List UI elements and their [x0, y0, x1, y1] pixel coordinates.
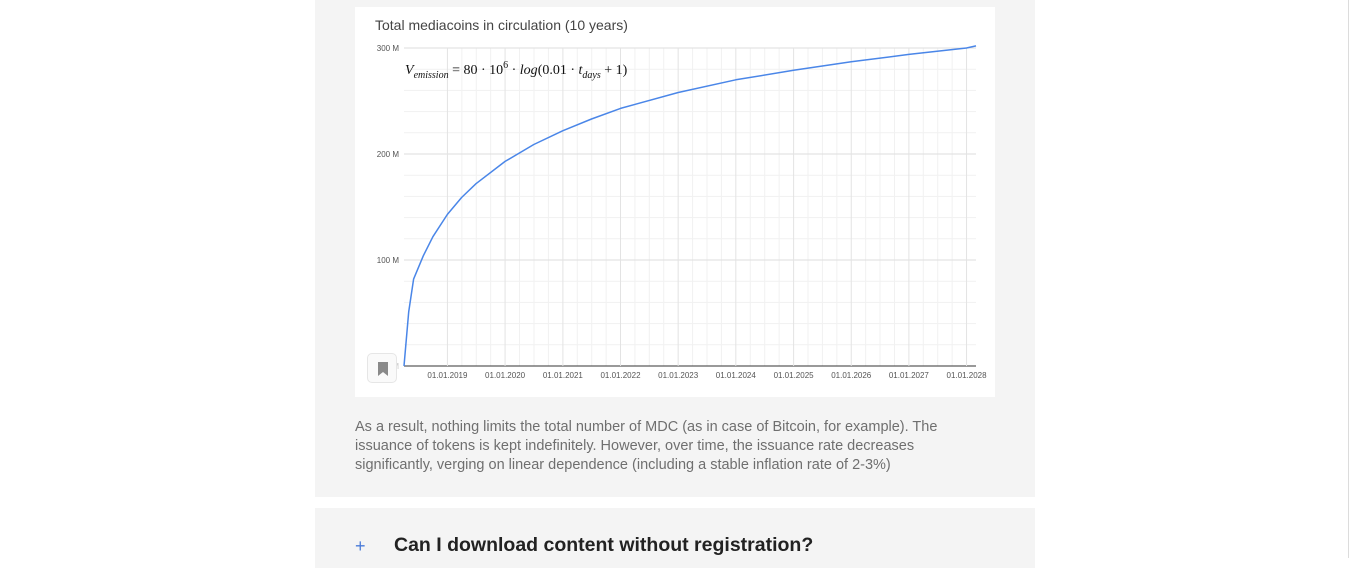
y-tick-label: 100 M [377, 256, 400, 265]
x-tick-label: 01.01.2025 [774, 371, 815, 380]
formula-part3: (0.01 · [537, 63, 579, 78]
answer-panel: Total mediacoins in circulation (10 year… [315, 0, 1035, 497]
x-tick-label: 01.01.2027 [889, 371, 930, 380]
formula-log: log [519, 63, 538, 78]
formula-v: V [405, 63, 414, 78]
plus-icon[interactable]: + [355, 536, 366, 556]
y-tick-label: 300 M [377, 44, 400, 53]
formula-part2: · [508, 63, 520, 78]
formula-part1: = 80 · 10 [448, 63, 504, 78]
formula-power: 6 [503, 60, 509, 71]
x-tick-label: 01.01.2024 [716, 371, 757, 380]
x-tick-label: 01.01.2023 [658, 371, 699, 380]
formula-part4: + 1) [600, 63, 628, 78]
x-tick-label: 01.01.2020 [485, 371, 526, 380]
formula-t: t [578, 63, 583, 78]
x-tick-label: 01.01.2028 [947, 371, 988, 380]
x-tick-label: 01.01.2026 [831, 371, 872, 380]
series-line [403, 45, 977, 367]
bookmark-icon [378, 362, 388, 376]
x-tick-label: 01.01.2019 [427, 371, 468, 380]
emission-formula: Vemission = 80 · 106 · log(0.01 · tdays … [405, 60, 627, 81]
emission-chart: Total mediacoins in circulation (10 year… [355, 7, 995, 397]
y-tick-label: 200 M [377, 150, 400, 159]
faq-question[interactable]: Can I download content without registrat… [394, 534, 814, 556]
formula-t-sub: days [582, 70, 601, 81]
chart-title: Total mediacoins in circulation (10 year… [375, 17, 628, 33]
faq-item-download-without-registration[interactable]: + Can I download content without registr… [315, 508, 1035, 568]
x-tick-label: 01.01.2022 [600, 371, 641, 380]
x-tick-label: 01.01.2021 [543, 371, 584, 380]
formula-v-sub: emission [413, 70, 449, 81]
bookmark-button[interactable] [367, 353, 397, 383]
answer-paragraph: As a result, nothing limits the total nu… [355, 419, 938, 473]
page-edge-divider [1348, 0, 1349, 558]
